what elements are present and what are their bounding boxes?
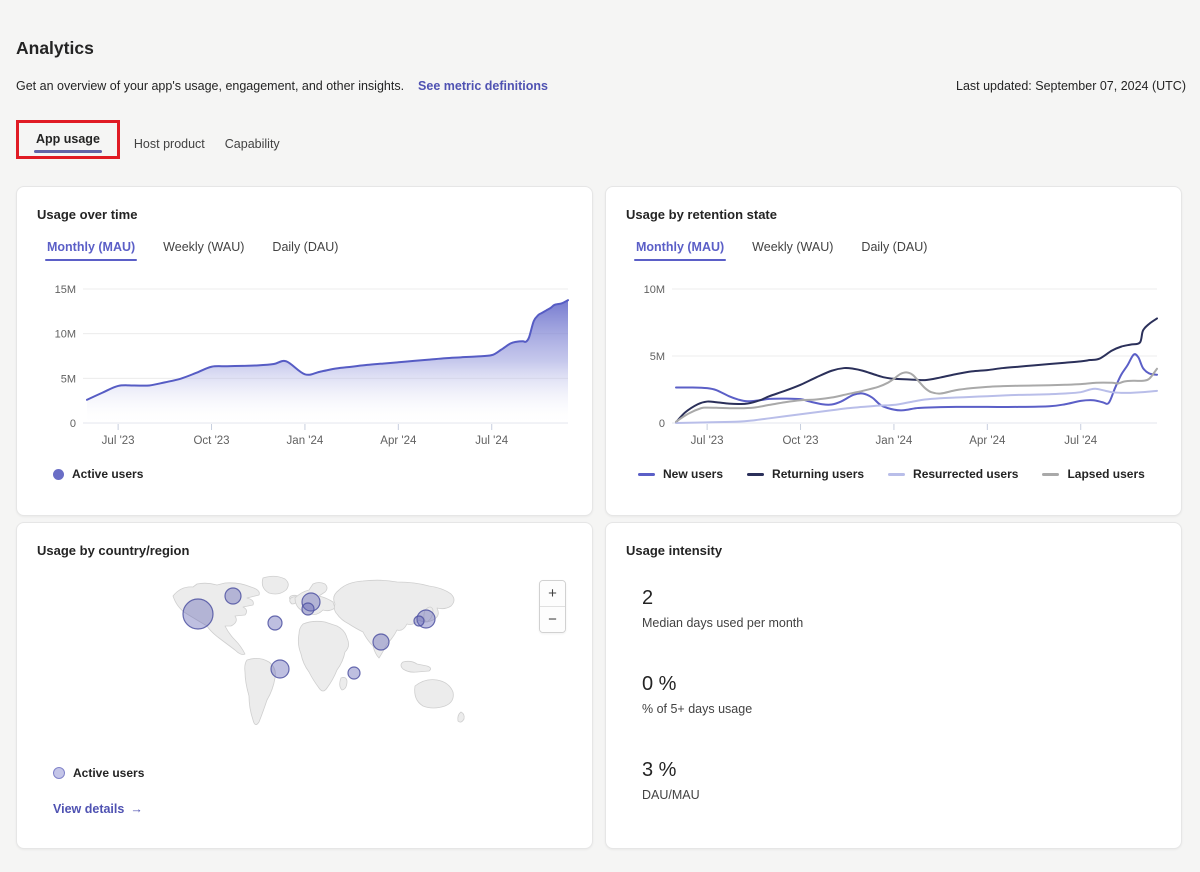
stat-median-days: 2 Median days used per month: [642, 584, 1161, 630]
tab-weekly-wau-label: Weekly (WAU): [163, 240, 245, 254]
tab-weekly-wau[interactable]: Weekly (WAU): [742, 236, 843, 261]
tab-app-usage-label: App usage: [36, 132, 100, 146]
stat-value: 3 %: [642, 759, 677, 781]
svg-text:10M: 10M: [644, 284, 665, 296]
legend-label: Resurrected users: [913, 467, 1019, 481]
svg-text:Oct '23: Oct '23: [193, 435, 229, 447]
stat-5plus-days: 0 % % of 5+ days usage: [642, 670, 1161, 716]
tab-host-product[interactable]: Host product: [124, 133, 215, 159]
new-users-line-icon: [638, 472, 655, 476]
tab-host-product-label: Host product: [133, 137, 205, 151]
tab-daily-dau[interactable]: Daily (DAU): [851, 236, 937, 261]
stat-label: Median days used per month: [642, 616, 804, 630]
last-updated-text: Last updated: September 07, 2024 (UTC): [956, 79, 1186, 93]
page-title: Analytics: [16, 38, 94, 58]
stat-value: 0 %: [642, 673, 677, 695]
legend-label: Active users: [73, 766, 145, 780]
stat-value: 2: [642, 587, 654, 609]
legend-item-active-users: Active users: [53, 467, 143, 481]
svg-text:5M: 5M: [61, 373, 76, 385]
tab-monthly-mau[interactable]: Monthly (MAU): [626, 236, 734, 261]
card-title: Usage intensity: [626, 543, 723, 558]
view-details-label: View details: [53, 802, 125, 816]
svg-text:Jul '24: Jul '24: [1064, 435, 1097, 447]
tab-capability[interactable]: Capability: [215, 133, 290, 159]
svg-text:15M: 15M: [55, 284, 76, 296]
lapsed-users-line-icon: [1042, 472, 1060, 476]
svg-text:10M: 10M: [55, 329, 76, 341]
card-tab-underline: [45, 258, 138, 261]
usage-over-time-legend: Active users: [37, 467, 572, 481]
svg-text:Oct '23: Oct '23: [782, 435, 818, 447]
svg-text:Jan '24: Jan '24: [287, 435, 324, 447]
resurrected-users-line-icon: [888, 472, 906, 476]
retention-state-chart: 0 5M 10M Jul '23 Oct '23 Jan '24 Apr '24 Jul '2…: [644, 284, 1158, 447]
map-legend: Active users: [37, 766, 572, 780]
card-title: Usage by retention state: [626, 207, 777, 222]
legend-item-lapsed-users: Lapsed users: [1042, 467, 1145, 481]
legend-item-new-users: New users: [638, 467, 723, 481]
tab-weekly-wau-label: Weekly (WAU): [752, 240, 834, 254]
tab-monthly-mau-label: Monthly (MAU): [636, 240, 725, 254]
card-usage-by-country-region: Usage by country/region: [16, 522, 593, 849]
legend-label: Active users: [72, 467, 144, 481]
map-zoom-control: + −: [539, 580, 566, 633]
world-map: [172, 575, 465, 725]
legend-label: Lapsed users: [1067, 467, 1145, 481]
stat-dau-mau: 3 % DAU/MAU: [642, 756, 1161, 802]
tab-capability-label: Capability: [224, 137, 280, 151]
tab-weekly-wau[interactable]: Weekly (WAU): [153, 236, 254, 261]
active-users-bubble-icon: [53, 767, 65, 779]
svg-text:Jan '24: Jan '24: [876, 435, 913, 447]
tab-monthly-mau-label: Monthly (MAU): [47, 240, 136, 254]
stat-label: % of 5+ days usage: [642, 702, 753, 716]
svg-text:0: 0: [659, 418, 665, 430]
tab-app-usage[interactable]: App usage: [26, 128, 110, 153]
tab-daily-dau-label: Daily (DAU): [272, 240, 339, 254]
right-arrow-icon: →: [130, 802, 143, 816]
retention-tab-bar: Monthly (MAU) Weekly (WAU) Daily (DAU): [626, 236, 1161, 261]
zoom-in-button[interactable]: +: [540, 581, 565, 606]
card-title: Usage by country/region: [37, 543, 190, 558]
subtitle-row: Get an overview of your app's usage, eng…: [16, 79, 1186, 93]
analytics-page: Analytics Get an overview of your app's …: [16, 38, 1186, 849]
page-subtitle: Get an overview of your app's usage, eng…: [16, 79, 405, 93]
view-details-link[interactable]: View details →: [53, 802, 143, 816]
active-users-dot-icon: [53, 468, 64, 480]
legend-item-returning-users: Returning users: [747, 467, 864, 481]
svg-text:Jul '24: Jul '24: [475, 435, 508, 447]
card-usage-intensity: Usage intensity 2 Median days used per m…: [605, 522, 1182, 849]
cards-grid: Usage over time Monthly (MAU) Weekly (WA…: [16, 186, 1186, 849]
card-tab-underline: [634, 258, 727, 261]
main-tab-bar: App usage Host product Capability: [16, 115, 1186, 159]
zoom-out-button[interactable]: −: [540, 607, 565, 632]
zoom-divider: [540, 606, 565, 607]
svg-text:Apr '24: Apr '24: [969, 435, 1006, 447]
legend-item-resurrected-users: Resurrected users: [888, 467, 1018, 481]
active-users-bubbles: [182, 587, 436, 680]
card-usage-by-retention-state: Usage by retention state Monthly (MAU) W…: [605, 186, 1182, 516]
world-map-container: + −: [37, 572, 572, 762]
annotation-red-box: App usage: [16, 120, 120, 159]
usage-over-time-chart: 0 5M 10M 15M Jul '23 Oct '23 Jan '24 Apr '24 Jul…: [55, 284, 569, 447]
legend-label: New users: [663, 467, 724, 481]
legend-label: Returning users: [772, 467, 865, 481]
card-title: Usage over time: [37, 207, 138, 222]
svg-text:5M: 5M: [650, 351, 665, 363]
stat-label: DAU/MAU: [642, 788, 700, 802]
svg-text:Apr '24: Apr '24: [380, 435, 417, 447]
card-usage-over-time: Usage over time Monthly (MAU) Weekly (WA…: [16, 186, 593, 516]
tab-daily-dau[interactable]: Daily (DAU): [262, 236, 348, 261]
tab-daily-dau-label: Daily (DAU): [861, 240, 928, 254]
retention-legend: New users Returning users Resurrected us…: [626, 467, 1161, 481]
svg-text:Jul '23: Jul '23: [102, 435, 135, 447]
svg-text:Jul '23: Jul '23: [691, 435, 724, 447]
svg-text:0: 0: [70, 418, 76, 430]
usage-over-time-tab-bar: Monthly (MAU) Weekly (WAU) Daily (DAU): [37, 236, 572, 261]
tab-monthly-mau[interactable]: Monthly (MAU): [37, 236, 145, 261]
returning-users-line-icon: [747, 472, 765, 476]
tab-selected-underline: [34, 150, 102, 153]
see-metric-definitions-link[interactable]: See metric definitions: [418, 79, 548, 93]
